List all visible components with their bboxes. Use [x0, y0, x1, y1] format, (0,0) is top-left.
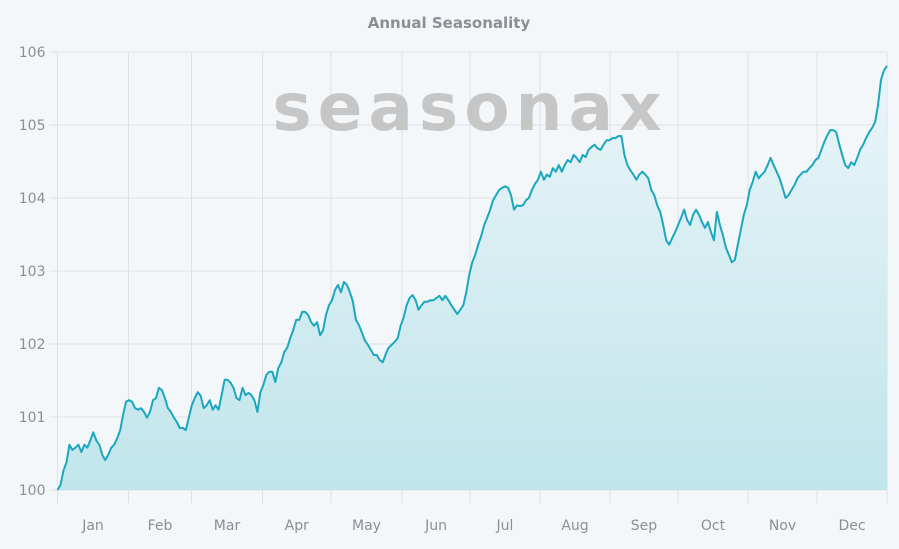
x-tick-label-jul: Jul	[496, 518, 514, 534]
x-tick-label-apr: Apr	[285, 518, 309, 534]
series-area-fill	[57, 65, 887, 491]
x-tick-label-may: May	[352, 518, 381, 534]
x-tick-label-sep: Sep	[631, 518, 658, 534]
x-tick-label-nov: Nov	[769, 518, 796, 534]
y-tick-label: 101	[19, 410, 46, 426]
x-axis: Jan Feb Mar Apr May Jun Jul Aug Sep Oct Nov Dec	[81, 518, 865, 534]
x-tick-label-jan: Jan	[81, 518, 104, 534]
y-tick-label: 104	[19, 191, 46, 207]
y-tick-label: 102	[19, 337, 46, 353]
x-tick-label-feb: Feb	[148, 518, 173, 534]
x-tick-label-jun: Jun	[424, 518, 447, 534]
chart-title: Annual Seasonality	[368, 14, 531, 32]
y-tick-label: 106	[19, 45, 46, 61]
y-axis: 100 101 102 103 104 105 106	[19, 45, 46, 499]
x-tick-label-aug: Aug	[561, 518, 588, 534]
x-tick-label-dec: Dec	[838, 518, 865, 534]
x-tick-label-oct: Oct	[701, 518, 726, 534]
y-tick-label: 103	[19, 264, 46, 280]
series-line	[56, 65, 888, 491]
seasonax-watermark-logo: seasonax	[272, 69, 667, 146]
y-tick-label: 105	[19, 118, 46, 134]
x-tick-label-mar: Mar	[214, 518, 241, 534]
y-tick-label: 100	[19, 483, 46, 499]
